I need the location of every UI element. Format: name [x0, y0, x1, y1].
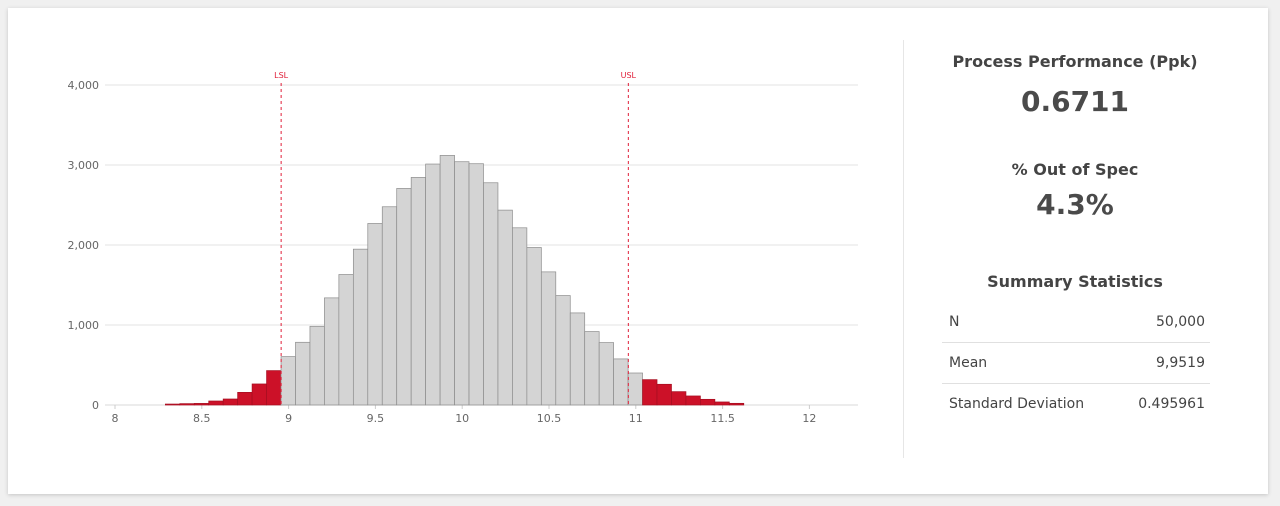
x-tick-label: 8: [112, 412, 119, 425]
stat-label: Mean: [949, 355, 988, 371]
histogram-bar-out-of-spec: [728, 402, 745, 406]
ppk-value: 0.6711: [1020, 85, 1130, 118]
histogram-bar-out-of-spec: [685, 395, 701, 406]
histogram-bar: [295, 341, 311, 406]
y-tick-label: 3,000: [68, 159, 100, 172]
summary-row-mean: Mean 9,9519: [942, 343, 1210, 384]
histogram-bar-out-of-spec: [179, 403, 195, 406]
x-tick-label: 8.5: [193, 412, 211, 425]
histogram-bar: [569, 312, 586, 406]
histogram-bar: [381, 206, 398, 406]
histogram-bar: [598, 342, 614, 406]
ppk-title: Process Performance (Ppk): [952, 52, 1198, 71]
y-tick-label: 2,000: [68, 239, 100, 252]
spec-limit-label-lsl: LSL: [274, 71, 289, 80]
stat-value: 9,9519: [1156, 355, 1205, 371]
histogram-bar-out-of-spec: [642, 379, 658, 406]
histogram-bar: [454, 161, 470, 406]
histogram-bar-out-of-spec: [671, 391, 687, 406]
histogram-bar-out-of-spec: [266, 370, 282, 406]
x-tick-label: 12: [802, 412, 816, 425]
histogram-bar: [512, 227, 528, 406]
histogram-bar: [483, 182, 499, 406]
summary-row-std: Standard Deviation 0.495961: [942, 384, 1210, 424]
dashboard-card: [8, 8, 1268, 494]
histogram-bar: [367, 223, 383, 406]
histogram-bar-out-of-spec: [222, 398, 238, 406]
x-tick-label: 11: [629, 412, 643, 425]
x-tick-label: 9.5: [367, 412, 385, 425]
histogram-bar: [439, 155, 455, 406]
histogram-bar: [410, 177, 426, 406]
histogram-bar: [280, 356, 296, 406]
histogram-bar: [555, 295, 571, 406]
histogram-bar: [309, 325, 325, 406]
histogram-bar: [613, 358, 629, 406]
histogram-bar: [338, 274, 354, 406]
out-of-spec-title: % Out of Spec: [1011, 160, 1139, 179]
histogram-bar-out-of-spec: [237, 392, 253, 406]
histogram-bar: [396, 188, 412, 406]
histogram-bar-out-of-spec: [714, 401, 730, 406]
histogram-bar-out-of-spec: [164, 403, 181, 406]
histogram-bar-out-of-spec: [193, 403, 210, 406]
stat-value: 50,000: [1156, 314, 1205, 330]
histogram-bar-out-of-spec: [251, 383, 267, 406]
out-of-spec-value: 4.3%: [1036, 188, 1114, 221]
histogram-chart: 0 1,000 2,000 3,000 4,000 8 8.5 9 9.5 10 10.5 11 11.…: [68, 71, 858, 425]
histogram-bar-out-of-spec: [700, 398, 716, 406]
x-tick-label: 11.5: [710, 412, 735, 425]
histogram-bar: [584, 331, 600, 406]
summary-title: Summary Statistics: [987, 272, 1163, 291]
y-tick-label: 4,000: [68, 79, 100, 92]
spec-limit-label-usl: USL: [621, 71, 637, 80]
histogram-bar: [468, 163, 484, 406]
x-tick-label: 10.5: [537, 412, 562, 425]
y-tick-label: 1,000: [68, 319, 100, 332]
histogram-bar: [425, 163, 441, 406]
x-tick-label: 10: [455, 412, 469, 425]
x-tick-label: 9: [285, 412, 292, 425]
summary-row-n: N 50,000: [942, 302, 1210, 343]
summary-table: N 50,000 Mean 9,9519 Standard Deviation …: [942, 302, 1210, 424]
stat-label: N: [949, 314, 960, 330]
histogram-bar-out-of-spec: [208, 400, 224, 406]
histogram-bar: [540, 271, 557, 406]
panel-divider: [903, 40, 904, 458]
histogram-bar: [526, 247, 542, 406]
histogram-bar: [324, 297, 340, 406]
stat-value: 0.495961: [1138, 396, 1205, 412]
histogram-bar: [627, 372, 643, 406]
histogram-bar-out-of-spec: [656, 383, 672, 406]
histogram-bar: [497, 209, 513, 406]
histogram-bar: [352, 248, 369, 406]
stat-label: Standard Deviation: [949, 396, 1085, 412]
y-tick-label: 0: [92, 399, 99, 412]
